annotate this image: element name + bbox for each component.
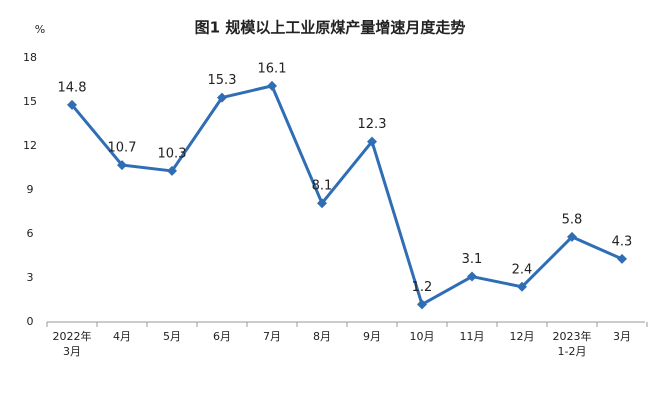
point-marker — [267, 80, 277, 91]
point-marker — [467, 271, 477, 282]
value-label: 10.7 — [108, 141, 137, 156]
y-tick-label: 18 — [23, 51, 37, 64]
value-label: 4.3 — [612, 234, 633, 249]
point-marker — [417, 299, 427, 310]
value-label: 16.1 — [258, 61, 287, 76]
point-marker — [617, 253, 627, 264]
x-tick-label: 8月 — [313, 330, 331, 343]
chart-title: 图1 规模以上工业原煤产量增速月度走势 — [195, 19, 466, 37]
x-tick-label: 5月 — [163, 330, 181, 343]
value-label: 3.1 — [462, 252, 483, 267]
x-tick-label: 11月 — [460, 330, 485, 343]
value-label: 8.1 — [312, 179, 333, 194]
value-label: 14.8 — [58, 80, 87, 95]
point-marker — [517, 281, 527, 292]
point-marker — [167, 165, 177, 176]
x-tick-label: 2022年 3月 — [53, 329, 92, 358]
point-marker — [67, 99, 77, 110]
x-tick-label: 12月 — [510, 330, 535, 343]
line — [70, 84, 623, 306]
x-tick-label: 6月 — [213, 330, 231, 343]
point-marker — [217, 92, 227, 103]
x-tick-label: 4月 — [113, 330, 131, 343]
value-label: 10.3 — [158, 146, 187, 161]
x-tick-label: 3月 — [613, 330, 631, 343]
y-tick-label: 15 — [23, 95, 37, 108]
y-tick-label: 9 — [27, 183, 34, 196]
x-tick-label: 2023年 1-2月 — [553, 329, 592, 358]
y-tick-label: 12 — [23, 139, 37, 152]
y-tick-label: 3 — [27, 271, 34, 284]
x-tick-label: 7月 — [263, 330, 281, 343]
x-tick-label: 9月 — [363, 330, 381, 343]
value-label: 2.4 — [512, 262, 533, 277]
value-label: 15.3 — [208, 73, 237, 88]
point-marker — [117, 160, 127, 171]
point-marker — [317, 198, 327, 209]
y-tick-label: 6 — [27, 227, 34, 240]
value-label: 12.3 — [358, 117, 387, 132]
x-tick-label: 10月 — [410, 330, 435, 343]
y-axis-unit: % — [35, 23, 45, 36]
y-tick-label: 0 — [27, 315, 34, 328]
value-label: 5.8 — [562, 212, 583, 227]
point-marker — [567, 231, 577, 242]
value-label: 1.2 — [412, 280, 433, 295]
point-marker — [367, 136, 377, 147]
